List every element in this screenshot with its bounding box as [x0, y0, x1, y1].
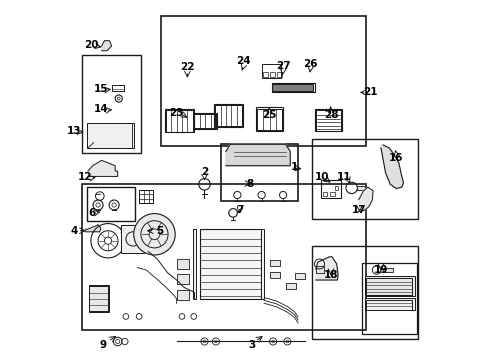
Bar [272, 84, 313, 91]
Text: 6: 6 [88, 208, 95, 218]
Bar [315, 266, 323, 273]
Bar [365, 298, 414, 310]
Text: 21: 21 [362, 87, 377, 98]
Text: 1: 1 [290, 162, 298, 172]
Text: 15: 15 [94, 84, 108, 94]
Bar [82, 55, 141, 153]
Bar [269, 260, 279, 266]
Bar [176, 274, 189, 284]
Bar [276, 72, 282, 77]
Bar [193, 113, 217, 129]
Bar [382, 268, 392, 272]
Bar [263, 72, 268, 77]
Text: 9: 9 [100, 340, 107, 350]
Text: 18: 18 [323, 270, 338, 280]
Bar [323, 192, 326, 196]
Text: 26: 26 [303, 59, 317, 69]
Bar [271, 83, 314, 92]
Text: 3: 3 [247, 340, 255, 350]
Bar [257, 109, 282, 130]
Bar [165, 111, 192, 132]
Bar [260, 229, 264, 298]
Text: 7: 7 [236, 205, 244, 215]
Bar [214, 104, 243, 127]
Bar [221, 144, 298, 202]
Bar [294, 273, 304, 279]
Text: 5: 5 [156, 226, 163, 236]
Polygon shape [225, 144, 290, 166]
Bar [89, 287, 108, 311]
Text: 10: 10 [314, 172, 329, 182]
Bar [270, 72, 275, 77]
Text: 25: 25 [262, 110, 276, 120]
Text: 22: 22 [180, 63, 194, 72]
Bar [165, 109, 193, 132]
Bar [256, 108, 283, 131]
Bar [365, 300, 411, 310]
Text: 14: 14 [94, 104, 109, 114]
Text: 4: 4 [70, 226, 77, 236]
Polygon shape [85, 225, 101, 232]
Bar [200, 229, 260, 298]
Bar [87, 123, 134, 148]
Text: 24: 24 [236, 57, 250, 66]
Bar [194, 114, 216, 128]
Bar [160, 16, 365, 146]
Bar [176, 290, 189, 300]
Bar [269, 272, 279, 278]
Text: 8: 8 [246, 179, 253, 189]
Bar [315, 109, 341, 131]
Text: 2: 2 [201, 167, 208, 177]
Text: 19: 19 [373, 265, 387, 275]
Text: 27: 27 [275, 62, 290, 71]
Bar [329, 192, 334, 196]
Bar [334, 186, 337, 190]
Polygon shape [315, 257, 337, 280]
Bar [285, 283, 295, 289]
Bar [215, 105, 242, 126]
Bar [89, 285, 108, 312]
Bar [82, 184, 365, 330]
Polygon shape [102, 41, 111, 51]
Bar [365, 278, 411, 296]
Bar [315, 110, 340, 131]
Bar [121, 225, 144, 253]
Text: 13: 13 [66, 126, 81, 136]
Text: 16: 16 [388, 153, 403, 163]
Bar [111, 85, 124, 91]
Bar [312, 139, 417, 219]
Text: 20: 20 [84, 40, 99, 50]
Text: 23: 23 [168, 108, 183, 118]
Bar [365, 276, 414, 296]
Bar [362, 263, 416, 334]
Bar [86, 187, 135, 221]
Polygon shape [88, 160, 118, 176]
Bar [312, 246, 417, 339]
Bar [139, 190, 153, 203]
Text: 17: 17 [351, 205, 366, 215]
Text: 11: 11 [336, 172, 350, 182]
Polygon shape [358, 187, 372, 211]
Text: 28: 28 [323, 110, 338, 120]
Polygon shape [121, 227, 152, 233]
Bar [176, 259, 189, 269]
Bar [357, 186, 364, 190]
Polygon shape [380, 145, 403, 189]
Bar [192, 229, 196, 298]
Text: 12: 12 [78, 172, 93, 182]
Bar [261, 64, 281, 78]
Circle shape [134, 213, 175, 255]
Bar [321, 180, 340, 198]
